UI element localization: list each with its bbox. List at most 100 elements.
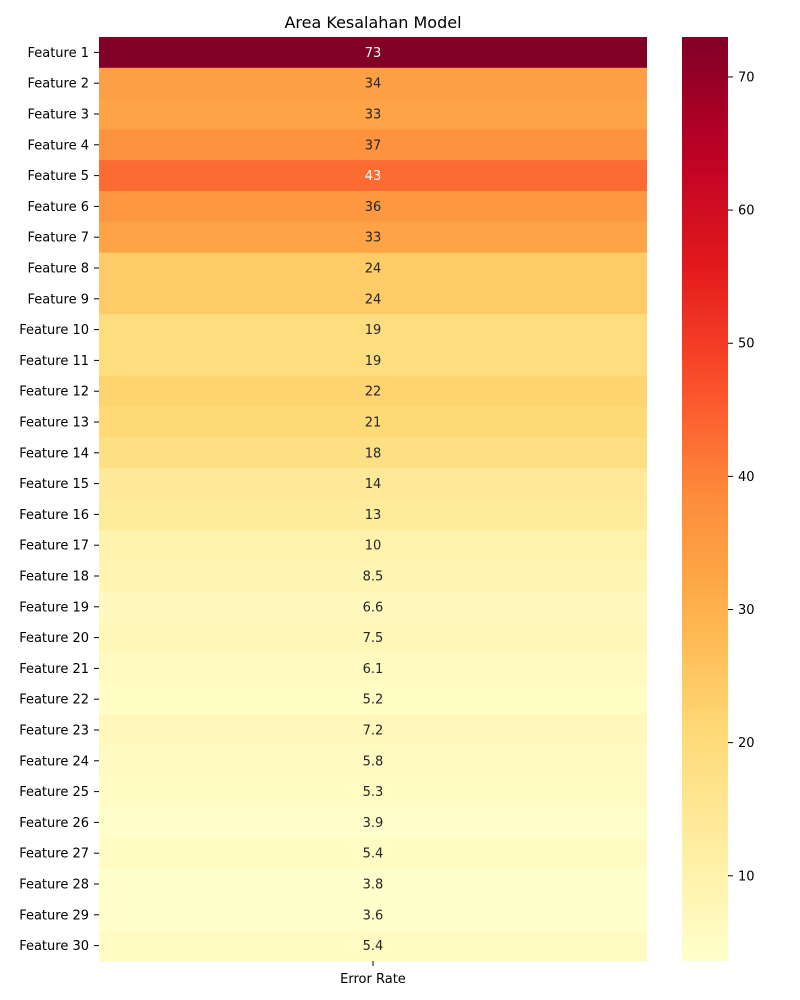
heatmap-cell	[99, 745, 647, 777]
colorbar: 10 20 30 40 50 60 70	[682, 37, 755, 961]
cell-value-label: 22	[365, 385, 382, 400]
heatmap-cell	[99, 807, 647, 839]
y-tick-label: Feature 26	[19, 816, 89, 831]
y-tick-label: Feature 20	[19, 631, 89, 646]
colorbar-tick-label: 60	[738, 204, 755, 219]
y-axis-ticks: Feature 1 Feature 2 Feature 3 Feature 4 Feat…	[19, 46, 99, 954]
heatmap-cell	[99, 191, 647, 223]
heatmap-cell	[99, 406, 647, 438]
y-tick-label: Feature 5	[27, 169, 89, 184]
y-tick-label: Feature 7	[27, 231, 89, 246]
cell-value-labels: 73 34 33 37 43 36 33 24 24 19 19 22 21 18 14 13 10 8.5 6.6…	[363, 46, 384, 954]
heatmap-cell	[99, 622, 647, 654]
y-tick-label: Feature 8	[27, 262, 89, 277]
colorbar-tick-label: 30	[738, 603, 755, 618]
heatmap-cell	[99, 653, 647, 685]
heatmap-cell	[99, 930, 647, 962]
heatmap-cell	[99, 683, 647, 716]
cell-value-label: 7.5	[363, 631, 384, 646]
y-tick-label: Feature 15	[19, 477, 89, 492]
heatmap-cell	[99, 560, 647, 592]
heatmap-cell	[99, 899, 647, 931]
y-tick-label: Feature 18	[19, 570, 89, 585]
y-tick-label: Feature 2	[27, 77, 89, 92]
cell-value-label: 6.1	[363, 662, 384, 677]
cell-value-label: 21	[365, 416, 382, 431]
y-tick-label: Feature 25	[19, 785, 89, 800]
y-tick-label: Feature 27	[19, 847, 89, 862]
y-tick-label: Feature 17	[19, 539, 89, 554]
cell-value-label: 19	[365, 323, 382, 338]
y-tick-label: Feature 10	[19, 323, 89, 338]
heatmap-cell	[99, 868, 647, 900]
colorbar-tick-label: 40	[738, 470, 755, 485]
heatmap-cell	[99, 714, 647, 746]
cell-value-label: 33	[365, 108, 382, 123]
y-tick-label: Feature 23	[19, 724, 89, 739]
cell-value-label: 24	[365, 292, 382, 307]
cell-value-label: 3.6	[363, 908, 384, 923]
cell-value-label: 18	[365, 446, 382, 461]
y-tick-label: Feature 16	[19, 508, 89, 523]
heatmap-cell	[99, 468, 647, 500]
heatmap-cell	[99, 837, 647, 870]
heatmap-cell	[99, 529, 647, 562]
y-tick-label: Feature 1	[27, 46, 89, 61]
y-tick-label: Feature 21	[19, 662, 89, 677]
colorbar-tick-label: 70	[738, 70, 755, 85]
cell-value-label: 3.9	[363, 816, 384, 831]
heatmap-cell	[99, 98, 647, 130]
cell-value-label: 3.8	[363, 878, 384, 893]
y-tick-label: Feature 11	[19, 354, 89, 369]
y-tick-label: Feature 3	[27, 108, 89, 123]
y-tick-label: Feature 6	[27, 200, 89, 215]
heatmap-cells	[99, 37, 647, 962]
heatmap-cell	[99, 776, 647, 808]
cell-value-label: 34	[365, 77, 382, 92]
cell-value-label: 5.3	[363, 785, 384, 800]
heatmap-cell	[99, 345, 647, 377]
cell-value-label: 5.4	[363, 847, 384, 862]
cell-value-label: 36	[365, 200, 382, 215]
y-tick-label: Feature 19	[19, 600, 89, 615]
cell-value-label: 6.6	[363, 600, 384, 615]
colorbar-tick-label: 20	[738, 736, 755, 751]
cell-value-label: 5.2	[363, 693, 384, 708]
cell-value-label: 7.2	[363, 724, 384, 739]
y-tick-label: Feature 30	[19, 939, 89, 954]
y-tick-label: Feature 29	[19, 908, 89, 923]
heatmap-cell	[99, 37, 647, 69]
heatmap-cell	[99, 252, 647, 284]
cell-value-label: 33	[365, 231, 382, 246]
y-tick-label: Feature 13	[19, 416, 89, 431]
heatmap-cell	[99, 591, 647, 623]
heatmap-cell	[99, 283, 647, 315]
heatmap-cell	[99, 67, 647, 100]
y-tick-label: Feature 4	[27, 138, 89, 153]
y-tick-label: Feature 9	[27, 292, 89, 307]
cell-value-label: 13	[365, 508, 382, 523]
heatmap-cell	[99, 160, 647, 192]
heatmap-cell	[99, 129, 647, 161]
heatmap-cell	[99, 375, 647, 408]
cell-value-label: 14	[365, 477, 382, 492]
cell-value-label: 37	[365, 138, 382, 153]
heatmap-cell	[99, 437, 647, 469]
y-tick-label: Feature 28	[19, 878, 89, 893]
cell-value-label: 10	[365, 539, 382, 554]
heatmap-cell	[99, 499, 647, 531]
x-axis-ticks: Error Rate	[340, 961, 406, 987]
colorbar-tick-label: 10	[738, 869, 755, 884]
colorbar-tick-label: 50	[738, 337, 755, 352]
chart-title: Area Kesalahan Model	[284, 13, 461, 32]
cell-value-label: 8.5	[363, 570, 384, 585]
cell-value-label: 5.4	[363, 939, 384, 954]
cell-value-label: 43	[365, 169, 382, 184]
cell-value-label: 5.8	[363, 754, 384, 769]
cell-value-label: 73	[365, 46, 382, 61]
cell-value-label: 24	[365, 262, 382, 277]
y-tick-label: Feature 24	[19, 754, 89, 769]
cell-value-label: 19	[365, 354, 382, 369]
colorbar-gradient	[682, 37, 728, 961]
